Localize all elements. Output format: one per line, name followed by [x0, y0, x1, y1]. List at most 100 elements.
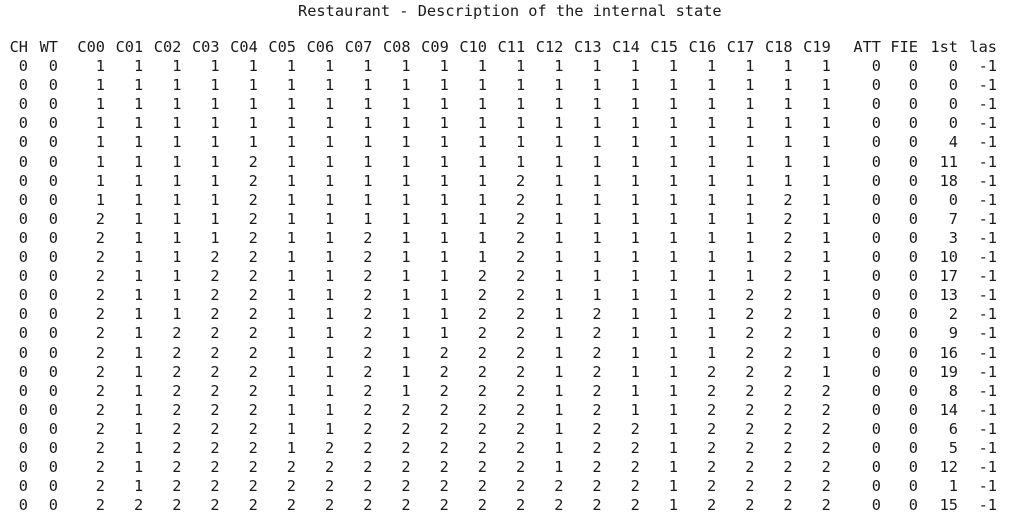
table-cell: 2: [745, 419, 755, 438]
table-cell: 1: [821, 305, 831, 324]
table-cell: 2: [95, 362, 105, 381]
table-cell: 1: [821, 286, 831, 305]
table-cell: 0: [908, 381, 918, 400]
table-cell: 1: [630, 57, 640, 75]
table-cell: 2: [95, 228, 105, 247]
table-cell: -1: [978, 152, 997, 171]
table-cell: 0: [908, 190, 918, 209]
table-cell: 1: [133, 133, 144, 152]
table-cell: 2: [783, 267, 793, 286]
table-cell: 1: [668, 305, 678, 324]
table-cell: 1: [783, 152, 793, 171]
table-cell: 2: [401, 458, 411, 477]
table-cell: 1: [554, 209, 564, 228]
table-cell: 2: [363, 305, 373, 324]
table-cell: 0: [871, 114, 881, 133]
table-cell: 2: [324, 439, 335, 457]
table-cell: 1: [554, 57, 564, 75]
table-cell: 3: [948, 228, 958, 247]
table-cell: 1: [630, 114, 640, 133]
table-cell: 2: [630, 496, 640, 515]
table-cell: 1: [821, 324, 831, 343]
table-cell: 0: [18, 190, 28, 209]
table-cell: 0: [908, 95, 918, 114]
table-cell: 0: [48, 248, 58, 266]
table-cell: 1: [439, 228, 449, 247]
table-cell: 0: [48, 324, 58, 343]
table-cell: 2: [706, 400, 717, 419]
table-cell: 2: [783, 381, 793, 400]
table-cell: 0: [871, 305, 881, 324]
table-cell: 1: [706, 209, 717, 228]
table-cell: -1: [978, 171, 997, 190]
table-cell: 2: [210, 458, 220, 477]
screen-title: Restaurant - Description of the internal…: [298, 2, 722, 20]
column-header: C14: [612, 38, 640, 56]
table-cell: 2: [630, 458, 640, 477]
table-cell: 2: [515, 381, 526, 400]
table-cell: 2: [95, 381, 105, 400]
table-cell: 2: [210, 324, 220, 343]
table-cell: 2: [248, 305, 258, 324]
table-cell: 2: [948, 305, 958, 324]
table-cell: 2: [248, 419, 258, 438]
table-cell: 1: [592, 248, 602, 266]
table-cell: 1: [592, 57, 602, 75]
table-cell: 2: [515, 439, 526, 457]
table-cell: 2: [95, 477, 105, 496]
table-cell: 0: [908, 152, 918, 171]
table-cell: 0: [908, 419, 918, 438]
table-cell: 1: [324, 343, 335, 362]
table-cell: 2: [95, 267, 105, 286]
table-cell: 2: [286, 477, 296, 496]
table-cell: 0: [908, 133, 918, 152]
table-cell: 2: [439, 400, 449, 419]
table-cell: 2: [210, 400, 220, 419]
table-cell: 1: [286, 400, 296, 419]
table-cell: 2: [515, 419, 526, 438]
table-cell: 1: [401, 248, 411, 266]
table-cell: 1: [439, 267, 449, 286]
table-cell: 1: [592, 228, 602, 247]
table-cell: 1: [133, 57, 144, 75]
table-cell: 1: [133, 152, 144, 171]
table-cell: 1: [401, 362, 411, 381]
table-cell: 2: [172, 362, 182, 381]
table-cell: 1: [324, 305, 335, 324]
table-cell: 1: [554, 324, 564, 343]
table-cell: 1: [172, 95, 182, 114]
table-cell: 1: [630, 267, 640, 286]
table-cell: 1: [133, 381, 144, 400]
table-cell: 2: [248, 248, 258, 266]
table-cell: 1: [630, 400, 640, 419]
table-cell: 1: [554, 381, 564, 400]
column-header: C19: [803, 38, 831, 56]
table-cell: 2: [172, 400, 182, 419]
table-cell: 2: [363, 362, 373, 381]
table-cell: 2: [515, 362, 526, 381]
table-cell: 2: [783, 400, 793, 419]
table-cell: 1: [439, 286, 449, 305]
table-cell: 0: [908, 343, 918, 362]
table-cell: 0: [908, 228, 918, 247]
table-cell: 1: [668, 477, 678, 496]
table-cell: 2: [745, 305, 755, 324]
table-cell: 1: [477, 248, 487, 266]
table-cell: 1: [821, 114, 831, 133]
table-cell: 1: [706, 114, 717, 133]
table-cell: 2: [286, 496, 296, 515]
table-cell: 1: [706, 248, 717, 266]
table-cell: 2: [783, 362, 793, 381]
table-cell: 0: [871, 381, 881, 400]
table-cell: 2: [630, 419, 640, 438]
table-cell: 0: [948, 190, 958, 209]
column-header: C17: [726, 38, 755, 56]
table-cell: 1: [592, 133, 602, 152]
table-cell: 0: [948, 57, 958, 75]
table-cell: 1: [706, 190, 717, 209]
table-cell: 1: [668, 248, 678, 266]
table-cell: 1: [401, 305, 411, 324]
table-cell: 1: [401, 57, 411, 75]
table-cell: 1: [286, 419, 296, 438]
